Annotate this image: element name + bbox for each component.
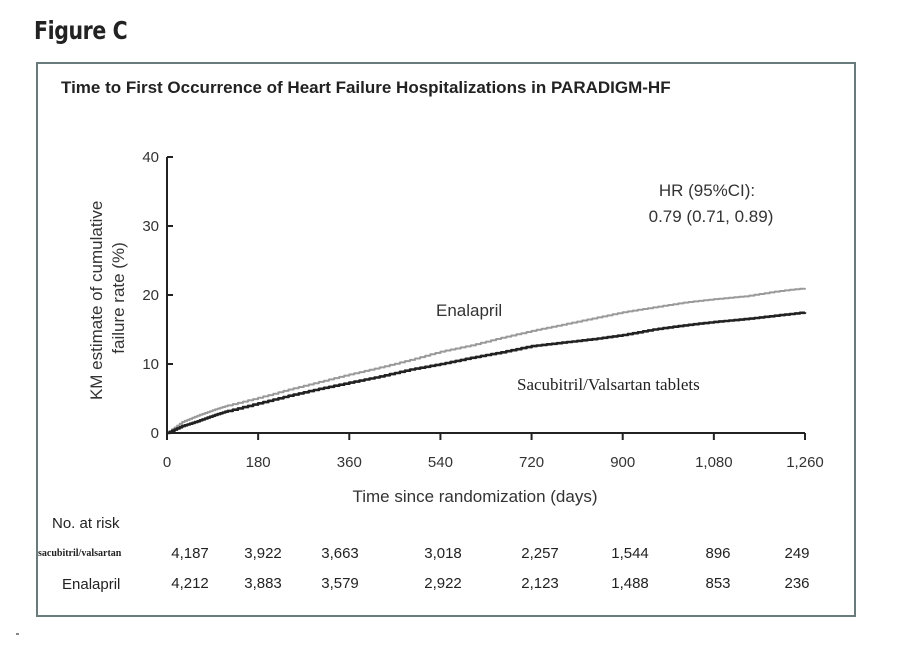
series-lines [167,287,807,435]
enalapril-label: Enalapril [436,301,502,320]
sacubitril-valsartan-curve [167,311,807,435]
risk-cell: 1,544 [611,545,649,562]
y-tick-label: 40 [142,149,159,166]
chart-frame [36,62,856,617]
y-axis-label-line1: KM estimate of cumulative [87,201,106,400]
risk-cell: 2,123 [521,575,559,592]
risk-cell: 1,488 [611,575,649,592]
risk-cell: 249 [784,545,810,562]
risk-row-label-enalapril: Enalapril [62,576,121,593]
x-axis-label: Time since randomization (days) [352,487,597,506]
risk-cell: 3,663 [321,545,359,562]
hr-annotation-line2: 0.79 (0.71, 0.89) [649,207,774,226]
risk-row-label-sacubitril: sacubitril/valsartan [38,548,122,559]
risk-table-header: No. at risk [52,515,120,532]
y-tick-label: 30 [142,218,159,235]
risk-cell: 236 [784,575,810,592]
x-tick-label: 180 [246,454,271,471]
risk-cell: 3,018 [424,545,462,562]
risk-cell: 2,922 [424,575,462,592]
enalapril-curve [167,287,806,434]
x-tick-label: 0 [163,454,171,471]
risk-cell: 3,579 [321,575,359,592]
sacubitril-label: Sacubitril/Valsartan tablets [517,375,700,394]
figure-label: Figure C [34,16,128,45]
decorative-dot [16,633,19,635]
x-tick-label: 900 [610,454,635,471]
risk-cell: 853 [705,575,731,592]
x-tick-label: 1,080 [695,454,733,471]
risk-cell: 896 [705,545,731,562]
risk-cell: 3,883 [244,575,282,592]
risk-cell: 4,212 [171,575,209,592]
risk-cell: 3,922 [244,545,282,562]
chart-title: Time to First Occurrence of Heart Failur… [61,78,671,97]
axes: 0 10 20 30 40 0 180 360 540 720 900 1,080 1,260 [142,149,823,471]
y-tick-label: 10 [142,356,159,373]
x-tick-label: 720 [519,454,544,471]
x-tick-label: 540 [428,454,453,471]
x-tick-label: 360 [337,454,362,471]
y-axis-label-line2: failure rate (%) [109,242,128,353]
x-tick-label: 1,260 [786,454,824,471]
y-tick-label: 20 [142,287,159,304]
risk-cell: 2,257 [521,545,559,562]
y-tick-label: 0 [151,425,159,442]
y-axis-label: KM estimate of cumulative failure rate (… [87,196,128,400]
risk-cell: 4,187 [171,545,209,562]
hr-annotation-line1: HR (95%CI): [659,181,755,200]
